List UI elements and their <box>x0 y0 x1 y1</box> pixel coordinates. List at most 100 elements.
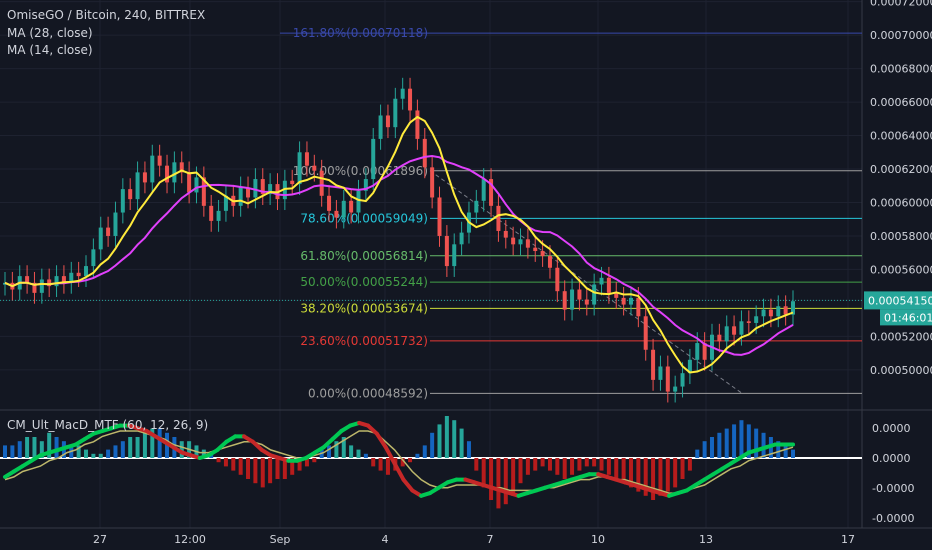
histogram-bar-13 <box>98 453 103 458</box>
fib-label-0: 161.80%(0.00070118) <box>293 26 428 40</box>
fib-label-6: 23.60%(0.00051732) <box>300 334 428 348</box>
histogram-bar-4 <box>32 437 37 458</box>
histogram-bar-71 <box>525 458 530 475</box>
macd-tick-2: -0.0000 <box>872 482 914 495</box>
countdown-label: 01:46:01 <box>884 311 932 324</box>
macd-segment-46 <box>401 477 415 493</box>
histogram-bar-82 <box>606 458 611 475</box>
candle-body-24 <box>179 162 184 173</box>
histogram-bar-81 <box>599 458 604 471</box>
candle-body-88 <box>651 349 656 380</box>
histogram-bar-69 <box>511 458 516 496</box>
macd-tick-3: -0.0000 <box>872 512 914 525</box>
price-tick-0: 0.00072000 <box>870 0 932 9</box>
histogram-bar-76 <box>562 458 567 479</box>
fib-label-2: 78.60%(0.00059049) <box>300 211 428 225</box>
candle-body-101 <box>746 321 751 323</box>
histogram-bar-63 <box>466 441 471 458</box>
macd-pane: 0.0000 0.0000 -0.0000 -0.0000 <box>0 416 914 525</box>
candle-body-75 <box>555 267 560 292</box>
histogram-bar-21 <box>157 428 162 458</box>
candle-body-107 <box>791 301 795 315</box>
candle-body-74 <box>547 256 552 268</box>
ma28-legend[interactable]: MA (28, close) <box>7 26 93 40</box>
candle-body-82 <box>606 277 611 293</box>
candle-body-55 <box>408 88 413 111</box>
histogram-bar-91 <box>673 458 678 488</box>
signal-line <box>4 430 794 494</box>
candle-body-104 <box>768 309 773 317</box>
candle-body-103 <box>761 309 766 317</box>
candle-body-93 <box>687 359 692 374</box>
histogram-bar-10 <box>76 445 81 458</box>
histogram-bar-107 <box>791 449 795 458</box>
trend-line <box>429 170 743 394</box>
histogram-bar-37 <box>275 458 280 479</box>
price-axis: 0.00072000 0.00070000 0.00068000 0.00066000… <box>864 0 932 377</box>
candle-body-18 <box>135 172 140 200</box>
candle-body-20 <box>150 155 155 183</box>
candle-body-29 <box>216 210 221 221</box>
macd-legend[interactable]: CM_Ult_MacD_MTF (60, 12, 26, 9) <box>7 418 209 432</box>
histogram-bar-105 <box>776 441 781 458</box>
histogram-bar-103 <box>761 432 766 458</box>
candle-body-4 <box>32 282 37 293</box>
fib-label-4: 50.00%(0.00055244) <box>300 275 428 289</box>
histogram-bar-50 <box>371 458 376 467</box>
candle-body-43 <box>319 170 324 196</box>
macd-tick-0: 0.0000 <box>872 422 911 435</box>
time-tick-7: 17 <box>841 533 855 546</box>
candle-body-12 <box>91 249 96 267</box>
candle-body-21 <box>157 155 162 166</box>
candle-body-65 <box>481 179 486 201</box>
time-tick-5: 10 <box>591 533 605 546</box>
histogram-bar-73 <box>540 458 545 467</box>
macd-tick-1: 0.0000 <box>872 452 911 465</box>
histogram-bar-0 <box>3 445 7 458</box>
histogram-bar-102 <box>754 428 759 458</box>
histogram-bar-86 <box>636 458 641 492</box>
histogram-bar-101 <box>746 424 751 458</box>
histogram-bar-34 <box>253 458 258 484</box>
histogram-bar-93 <box>687 458 692 471</box>
histogram-bar-11 <box>84 449 89 458</box>
candle-body-15 <box>113 212 118 236</box>
candle-body-23 <box>172 162 177 183</box>
candle-body-32 <box>238 187 243 206</box>
candle-body-97 <box>717 334 722 342</box>
histogram-bar-12 <box>91 453 96 458</box>
candle-body-8 <box>61 276 66 283</box>
candle-body-57 <box>422 138 427 168</box>
candle-body-14 <box>106 227 111 236</box>
histogram-bar-16 <box>120 441 125 458</box>
histogram-bar-55 <box>408 458 413 463</box>
price-tick-8: 0.00056000 <box>870 263 932 276</box>
price-tick-10: 0.00052000 <box>870 330 932 343</box>
candle-body-49 <box>363 179 368 191</box>
candle-body-60 <box>444 235 449 267</box>
ma14-legend[interactable]: MA (14, close) <box>7 43 93 57</box>
histogram-bar-41 <box>304 458 309 467</box>
candle-body-68 <box>503 230 508 238</box>
histogram-bar-96 <box>709 437 714 458</box>
candle-body-33 <box>246 187 251 198</box>
countdown-box <box>880 309 932 326</box>
histogram-bar-99 <box>732 424 737 458</box>
histogram-bar-7 <box>54 437 59 458</box>
histogram-bar-2 <box>17 441 22 458</box>
candle-body-7 <box>54 276 59 287</box>
histogram-bar-6 <box>47 432 52 458</box>
candle-body-94 <box>695 343 700 360</box>
macd-segment-45 <box>392 461 406 482</box>
histogram-bar-106 <box>783 445 788 458</box>
histogram-bar-48 <box>356 449 361 458</box>
histogram-bar-29 <box>216 458 221 463</box>
candle-body-45 <box>334 210 339 218</box>
histogram-bar-45 <box>334 441 339 458</box>
histogram-bar-32 <box>238 458 243 475</box>
candle-body-80 <box>592 284 597 305</box>
symbol-label[interactable]: OmiseGO / Bitcoin, 240, BITTREX <box>7 8 206 22</box>
candle-body-95 <box>702 343 707 360</box>
candle-body-5 <box>39 279 44 293</box>
